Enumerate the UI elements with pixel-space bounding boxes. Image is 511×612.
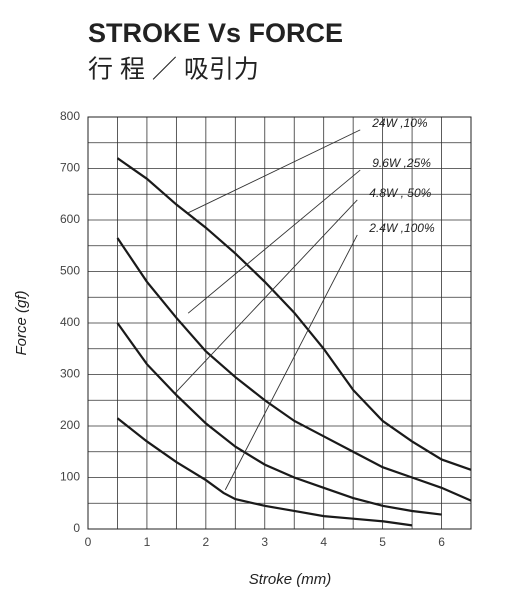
x-tick-label: 0: [85, 535, 92, 549]
series-label: 9.6W ,25%: [372, 156, 431, 170]
series-line: [116, 417, 413, 527]
y-axis-label: Force (gf): [13, 290, 30, 355]
chart-title: STROKE Vs FORCE: [88, 18, 343, 48]
x-tick-label: 6: [438, 535, 445, 549]
series-label: 24W ,10%: [371, 116, 428, 130]
y-tick-label: 800: [60, 109, 80, 123]
y-tick-label: 700: [60, 161, 80, 175]
x-tick-label: 4: [320, 535, 327, 549]
leader-line: [187, 169, 361, 314]
x-tick-label: 1: [144, 535, 151, 549]
y-tick-label: 400: [60, 315, 80, 329]
y-tick-label: 600: [60, 212, 80, 226]
y-tick-label: 0: [73, 521, 80, 535]
y-tick-label: 100: [60, 470, 80, 484]
x-tick-label: 3: [261, 535, 268, 549]
series-label: 4.8W , 50%: [369, 186, 431, 200]
x-tick-label: 5: [379, 535, 386, 549]
chart-subtitle: 行 程 ／ 吸引力: [88, 56, 259, 84]
leader-line: [187, 129, 361, 214]
plot-frame: [87, 116, 472, 530]
y-tick-label: 300: [60, 367, 80, 381]
leader-line: [174, 199, 358, 394]
x-tick-label: 2: [203, 535, 210, 549]
leader-line: [224, 234, 358, 491]
series-line: [116, 322, 442, 516]
x-axis-label: Stroke (mm): [249, 571, 332, 588]
y-tick-label: 500: [60, 264, 80, 278]
series-label: 2.4W ,100%: [368, 221, 435, 235]
series-line: [116, 157, 472, 471]
series-line: [116, 237, 472, 502]
y-tick-label: 200: [60, 418, 80, 432]
